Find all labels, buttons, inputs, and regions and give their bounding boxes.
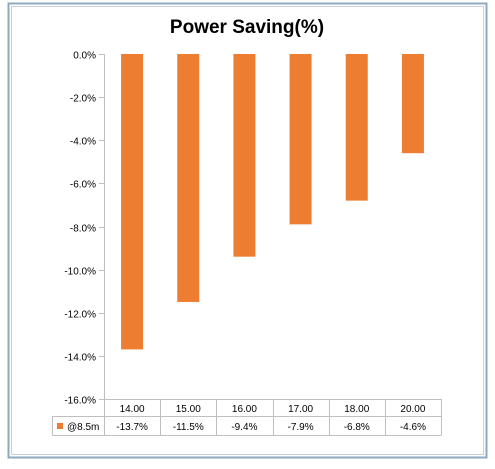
data-label: -6.8% xyxy=(344,422,370,433)
y-axis: 0.0% -2.0% -4.0% -6.0% -8.0% -10.0% -12.0% -14.… xyxy=(64,51,105,407)
chart-title: Power Saving(%) xyxy=(170,17,324,38)
bar xyxy=(121,54,144,350)
data-table: 14.00 15.00 16.00 17.00 18.00 20.00 -13.7% -11.… xyxy=(52,399,442,436)
y-tick-label: -14.0% xyxy=(64,353,96,364)
x-tick-label: 14.00 xyxy=(120,404,145,415)
x-tick-label: 18.00 xyxy=(344,404,369,415)
data-label: -9.4% xyxy=(231,422,257,433)
bar-series xyxy=(121,54,424,350)
data-label: -13.7% xyxy=(116,422,148,433)
y-tick-label: -16.0% xyxy=(64,396,96,407)
chart-inner-frame xyxy=(11,6,484,455)
x-tick-label: 15.00 xyxy=(176,404,201,415)
y-tick-label: -6.0% xyxy=(70,180,96,191)
y-tick-label: -8.0% xyxy=(70,224,96,235)
bar xyxy=(401,54,424,154)
data-label: -7.9% xyxy=(288,422,314,433)
y-tick-label: 0.0% xyxy=(73,51,96,62)
bar xyxy=(345,54,368,201)
bar xyxy=(177,54,200,302)
legend-series-name: @8.5m xyxy=(67,422,99,433)
y-tick-label: -2.0% xyxy=(70,94,96,105)
x-tick-label: 17.00 xyxy=(288,404,313,415)
bar xyxy=(289,54,312,225)
legend-swatch xyxy=(57,423,63,429)
data-label: -11.5% xyxy=(173,422,204,433)
bar xyxy=(233,54,256,257)
y-tick-label: -12.0% xyxy=(64,310,96,321)
y-tick-label: -4.0% xyxy=(70,137,96,148)
y-tick-label: -10.0% xyxy=(64,267,96,278)
data-label: -4.6% xyxy=(400,422,426,433)
x-tick-label: 20.00 xyxy=(400,404,425,415)
x-tick-label: 16.00 xyxy=(232,404,257,415)
